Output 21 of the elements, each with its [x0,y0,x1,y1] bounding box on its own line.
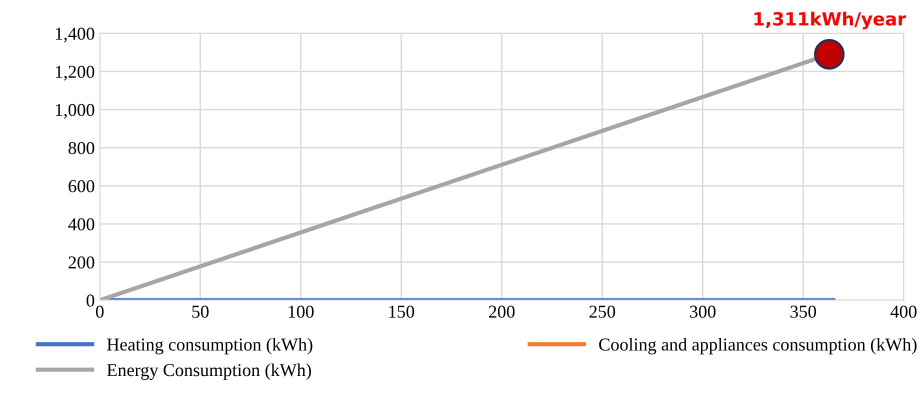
x-tick-label: 150 [389,306,414,318]
y-tick-label: 1,400 [56,28,94,42]
y-tick-label: 800 [68,142,94,154]
y-tick-label: 400 [68,218,94,230]
annotation: 1,311kWh/year [754,12,906,30]
legend-label: Heating consumption (kWh) [107,338,312,354]
y-tick-label: 200 [68,256,94,269]
y-tick-label: 0 [86,294,94,307]
y-tick-label: 1,200 [56,66,94,81]
x-tick-label: 400 [890,306,917,318]
x-tick-label: 300 [690,306,716,318]
x-tick-label: 50 [192,306,209,318]
x-tick-label: 100 [288,306,314,318]
legend-label: Cooling and appliances consumption (kWh) [599,338,917,354]
x-tick-label: 250 [589,306,616,318]
x-tick-label: 350 [790,306,816,318]
x-tick-label: 200 [488,306,515,318]
y-tick-label: 600 [68,180,94,192]
x-tick-label: 0 [96,306,104,318]
y-tick-label: 1,000 [56,104,94,119]
legend-label: Energy Consumption (kWh) [107,364,312,380]
